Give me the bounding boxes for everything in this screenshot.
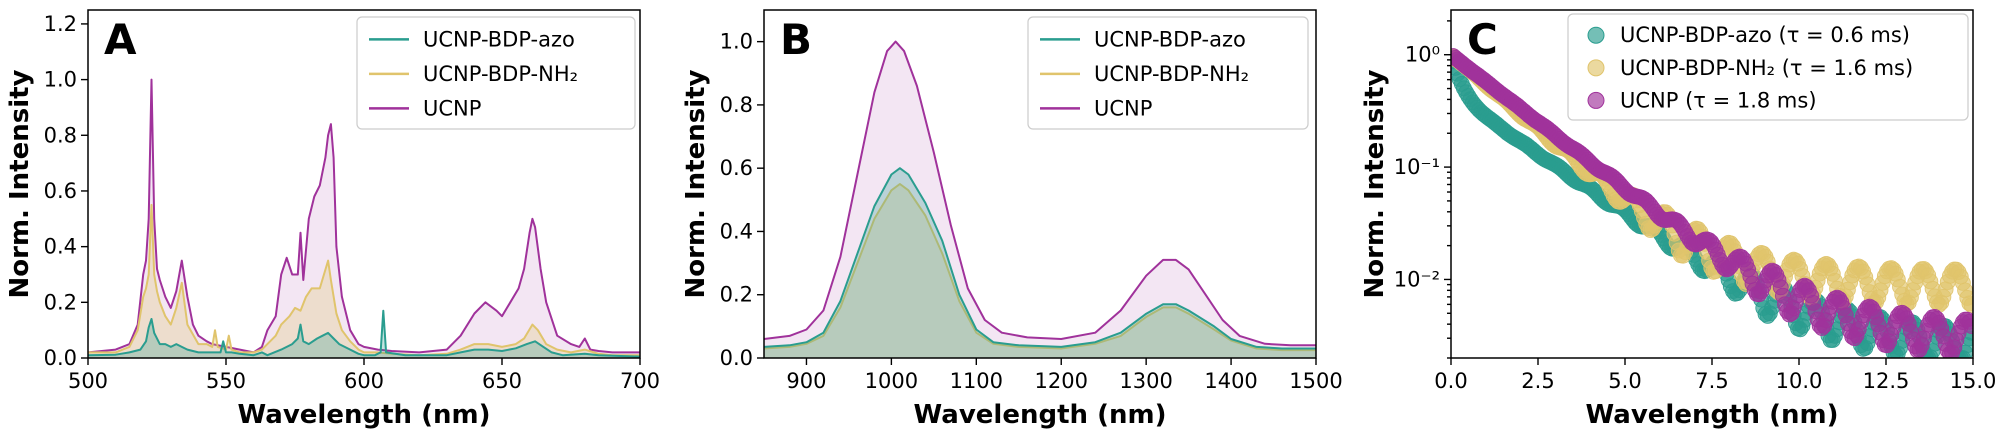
series-area-3 [764, 41, 1316, 358]
y-tick-label: 0.0 [720, 346, 753, 370]
series-line-1 [764, 167, 1316, 350]
legend-swatch [1587, 91, 1605, 109]
legend-label: UCNP [423, 96, 481, 120]
y-tick-label: 0.4 [720, 219, 753, 243]
x-axis-title: Wavelength (nm) [1586, 400, 1839, 430]
x-tick-label: 0.0 [1434, 369, 1467, 393]
panel-letter: B [780, 15, 812, 64]
y-tick-label: 0.0 [44, 346, 77, 370]
series-points-3 [1451, 48, 1973, 358]
x-axis-title: Wavelength (nm) [238, 400, 491, 430]
y-tick-label: 0.4 [44, 235, 77, 259]
series-area-1 [88, 310, 640, 358]
y-tick-label: 0.2 [44, 290, 77, 314]
x-tick-label: 1100 [950, 369, 1003, 393]
x-tick-label: 900 [786, 369, 826, 393]
legend-label: UCNP-BDP-NH₂ [423, 62, 578, 86]
panel-c: 0.0 2.5 5.0 7.5 10.0 12.5 15.0 10⁻² 10⁻¹ 10⁰ Wavel… [1360, 9, 1997, 430]
legend: UCNP-BDP-azo UCNP-BDP-NH₂ UCNP [356, 16, 636, 130]
legend: UCNP-BDP-azo UCNP-BDP-NH₂ UCNP [1027, 16, 1309, 130]
series-line-3 [764, 40, 1316, 347]
series-area-1 [764, 168, 1316, 358]
x-tick-label: 1400 [1204, 369, 1257, 393]
y-tick-label: 0.6 [720, 156, 753, 180]
series-line-2 [88, 203, 640, 357]
series-area-3 [88, 79, 640, 358]
plot-area [764, 40, 1316, 358]
y-tick-label: 0.8 [720, 93, 753, 117]
plot-area [88, 78, 640, 358]
data-point [1963, 318, 1973, 334]
x-tick-label: 1000 [865, 369, 918, 393]
y-tick-label: 0.8 [44, 123, 77, 147]
legend-label: UCNP-BDP-azo [423, 27, 575, 51]
x-tick-label: 550 [206, 369, 246, 393]
data-point [1963, 297, 1973, 313]
y-tick-label: 10⁻² [1394, 267, 1440, 291]
series-area-2 [764, 184, 1316, 358]
y-axis-title: Norm. Intensity [681, 69, 711, 298]
x-tick-label: 7.5 [1695, 369, 1728, 393]
plot-area [1451, 48, 1973, 358]
legend-label: UCNP-BDP-NH₂ [1094, 62, 1249, 86]
x-tick-label: 1200 [1035, 369, 1088, 393]
series-line-3 [88, 78, 640, 354]
x-tick-label: 1300 [1119, 369, 1172, 393]
x-tick-label: 1500 [1289, 369, 1342, 393]
x-axis-title: Wavelength (nm) [914, 400, 1167, 430]
y-axis-title: Norm. Intensity [1360, 69, 1390, 298]
y-tick-label: 10⁰ [1405, 43, 1440, 67]
y-tick-label: 1.0 [720, 30, 753, 54]
panel-letter: C [1467, 15, 1498, 64]
y-tick-label: 1.0 [44, 68, 77, 92]
series-line-2 [764, 183, 1316, 352]
series-area-2 [88, 204, 640, 358]
legend-label: UCNP-BDP-NH₂ (τ = 1.6 ms) [1620, 56, 1913, 80]
panel-a: 500 550 600 650 700 0.0 0.2 0.4 0.6 0.8 1.0 1.2 Wave… [5, 9, 660, 430]
y-axis-title: Norm. Intensity [5, 69, 35, 298]
legend-box [356, 16, 636, 130]
y-tick-label: 0.2 [720, 283, 753, 307]
y-tick-label: 1.2 [44, 12, 77, 36]
y-tick-label: 10⁻¹ [1394, 155, 1440, 179]
x-tick-label: 500 [68, 369, 108, 393]
legend-label: UCNP-BDP-azo [1094, 27, 1246, 51]
x-tick-label: 2.5 [1521, 369, 1554, 393]
legend-swatch [1587, 59, 1605, 77]
legend-box [1027, 16, 1309, 130]
legend-label: UCNP-BDP-azo (τ = 0.6 ms) [1620, 23, 1910, 47]
panel-letter: A [104, 15, 137, 64]
x-tick-label: 5.0 [1608, 369, 1641, 393]
legend-label: UCNP [1094, 96, 1152, 120]
legend-box [1567, 13, 1969, 121]
legend: UCNP-BDP-azo (τ = 0.6 ms) UCNP-BDP-NH₂ (τ… [1567, 13, 1969, 121]
x-tick-label: 650 [482, 369, 522, 393]
x-tick-label: 12.5 [1863, 369, 1910, 393]
legend-swatch [1587, 26, 1605, 44]
x-tick-label: 10.0 [1776, 369, 1823, 393]
panel-b: 900 1000 1100 1200 1300 1400 1500 0.0 0.2 0.4 0.6 0… [681, 9, 1343, 430]
x-tick-label: 600 [344, 369, 384, 393]
series-line-1 [88, 309, 640, 358]
x-tick-label: 700 [620, 369, 660, 393]
plot-frame [763, 9, 1317, 359]
y-tick-label: 0.6 [44, 179, 77, 203]
x-tick-label: 15.0 [1950, 369, 1997, 393]
legend-label: UCNP (τ = 1.8 ms) [1620, 88, 1817, 112]
